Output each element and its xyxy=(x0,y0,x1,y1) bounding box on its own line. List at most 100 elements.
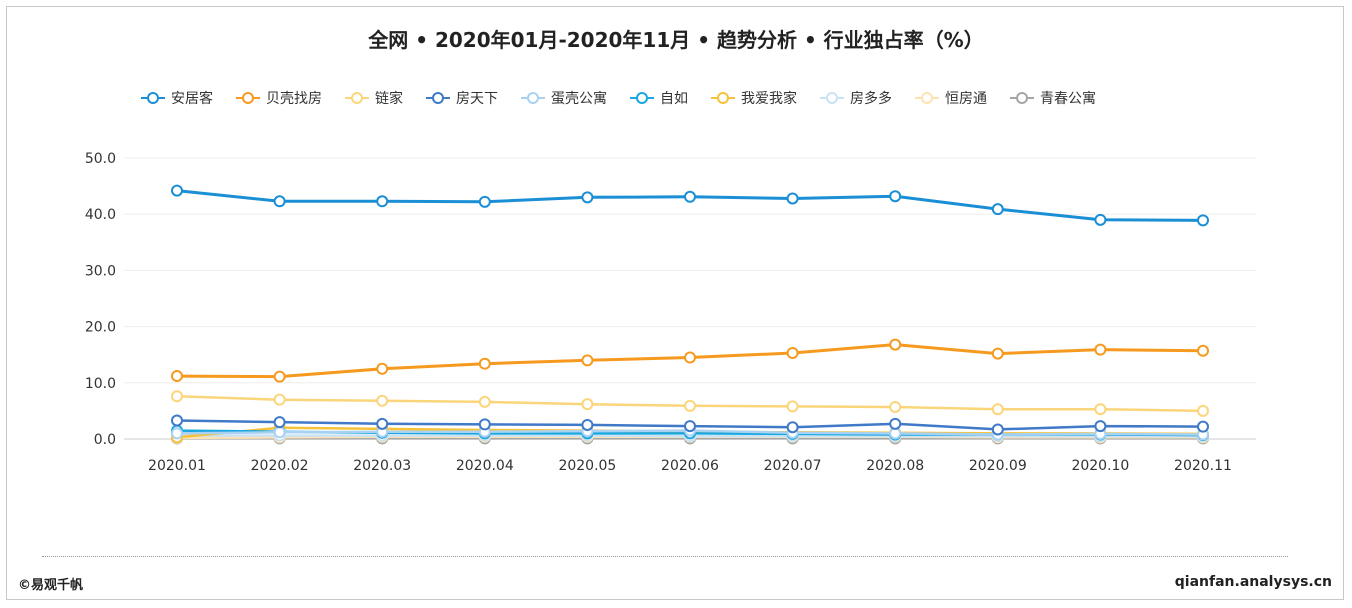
data-point[interactable] xyxy=(376,417,389,430)
y-tick-label: 0.0 xyxy=(94,432,116,448)
legend-label: 恒房通 xyxy=(945,91,987,107)
legend-item[interactable]: 自如 xyxy=(629,88,688,108)
data-point[interactable] xyxy=(171,427,183,440)
legend-label: 安居客 xyxy=(171,91,213,107)
chart-legend: 安居客 贝壳找房 链家 房天下 蛋壳公寓 自如 我爱我家 房多多 恒房通 青春公寓 xyxy=(140,88,1118,108)
legend-item[interactable]: 恒房通 xyxy=(914,88,987,108)
legend-item[interactable]: 房多多 xyxy=(819,88,892,108)
legend-item[interactable]: 安居客 xyxy=(140,88,213,108)
data-point[interactable] xyxy=(1197,420,1209,433)
legend-marker-icon xyxy=(521,92,545,104)
data-point[interactable] xyxy=(786,347,799,360)
data-point[interactable] xyxy=(786,400,799,413)
data-point[interactable] xyxy=(376,394,389,407)
data-point[interactable] xyxy=(581,354,594,367)
data-point[interactable] xyxy=(889,427,902,440)
legend-item[interactable]: 贝壳找房 xyxy=(235,88,322,108)
x-tick-label: 2020.09 xyxy=(969,458,1027,474)
legend-label: 房天下 xyxy=(456,91,498,107)
data-point[interactable] xyxy=(273,416,286,429)
x-tick-label: 2020.10 xyxy=(1071,458,1129,474)
legend-marker-icon xyxy=(1010,92,1034,104)
x-tick-label: 2020.07 xyxy=(764,458,822,474)
data-point[interactable] xyxy=(171,184,183,197)
legend-marker-icon xyxy=(426,92,450,104)
data-point[interactable] xyxy=(273,370,286,383)
x-tick-label: 2020.08 xyxy=(866,458,924,474)
data-point[interactable] xyxy=(684,399,696,412)
y-tick-label: 40.0 xyxy=(85,207,116,223)
x-tick-label: 2020.01 xyxy=(148,458,206,474)
data-point[interactable] xyxy=(889,190,902,203)
legend-item[interactable]: 蛋壳公寓 xyxy=(520,88,607,108)
data-point[interactable] xyxy=(1094,213,1107,226)
legend-marker-icon xyxy=(820,92,844,104)
footer-divider xyxy=(42,556,1288,557)
data-point[interactable] xyxy=(273,393,286,406)
data-point[interactable] xyxy=(581,191,594,204)
data-point[interactable] xyxy=(478,395,491,408)
data-point[interactable] xyxy=(991,203,1004,216)
legend-label: 我爱我家 xyxy=(741,91,797,107)
site-url: qianfan.analysys.cn xyxy=(1174,574,1332,590)
x-tick-label: 2020.05 xyxy=(558,458,616,474)
legend-item[interactable]: 链家 xyxy=(344,88,403,108)
legend-label: 自如 xyxy=(660,91,688,107)
data-point[interactable] xyxy=(889,400,902,413)
legend-marker-icon xyxy=(915,92,939,104)
data-point[interactable] xyxy=(991,347,1004,360)
y-tick-label: 30.0 xyxy=(85,263,116,279)
data-point[interactable] xyxy=(1197,344,1209,357)
legend-marker-icon xyxy=(236,92,260,104)
legend-marker-icon xyxy=(141,92,165,104)
data-point[interactable] xyxy=(684,351,696,364)
data-point[interactable] xyxy=(684,190,696,203)
data-point[interactable] xyxy=(889,417,902,430)
data-point[interactable] xyxy=(991,423,1004,436)
chart-frame xyxy=(6,6,1344,600)
data-point[interactable] xyxy=(171,370,183,383)
legend-marker-icon xyxy=(345,92,369,104)
y-tick-label: 10.0 xyxy=(85,376,116,392)
legend-label: 蛋壳公寓 xyxy=(551,91,607,107)
data-point[interactable] xyxy=(1094,403,1107,416)
data-point[interactable] xyxy=(684,420,696,433)
data-point[interactable] xyxy=(1197,404,1209,417)
legend-item[interactable]: 青春公寓 xyxy=(1009,88,1096,108)
legend-marker-icon xyxy=(630,92,654,104)
data-point[interactable] xyxy=(581,398,594,411)
legend-label: 房多多 xyxy=(850,91,892,107)
data-point[interactable] xyxy=(1094,343,1107,356)
legend-item[interactable]: 我爱我家 xyxy=(710,88,797,108)
x-tick-label: 2020.03 xyxy=(353,458,411,474)
data-point[interactable] xyxy=(1094,420,1107,433)
chart-title: 全网 • 2020年01月-2020年11月 • 趋势分析 • 行业独占率（%） xyxy=(368,28,984,52)
legend-label: 贝壳找房 xyxy=(266,91,322,107)
data-point[interactable] xyxy=(889,338,902,351)
data-point[interactable] xyxy=(171,390,183,403)
x-tick-label: 2020.11 xyxy=(1174,458,1232,474)
data-point[interactable] xyxy=(376,362,389,375)
data-point[interactable] xyxy=(991,403,1004,416)
data-point[interactable] xyxy=(1197,214,1209,227)
data-point[interactable] xyxy=(478,195,491,208)
x-tick-label: 2020.02 xyxy=(251,458,309,474)
x-tick-label: 2020.06 xyxy=(661,458,719,474)
data-point[interactable] xyxy=(273,426,286,439)
legend-item[interactable]: 房天下 xyxy=(425,88,498,108)
x-tick-label: 2020.04 xyxy=(456,458,514,474)
y-tick-label: 20.0 xyxy=(85,320,116,336)
legend-label: 链家 xyxy=(375,91,403,107)
data-point[interactable] xyxy=(581,418,594,431)
legend-label: 青春公寓 xyxy=(1040,91,1096,107)
data-point[interactable] xyxy=(376,195,389,208)
legend-marker-icon xyxy=(711,92,735,104)
data-point[interactable] xyxy=(786,192,799,205)
data-point[interactable] xyxy=(171,414,183,427)
data-point[interactable] xyxy=(478,357,491,370)
copyright-text: ©易观千帆 xyxy=(18,578,84,593)
data-point[interactable] xyxy=(273,195,286,208)
data-point[interactable] xyxy=(786,421,799,434)
data-point[interactable] xyxy=(478,418,491,431)
